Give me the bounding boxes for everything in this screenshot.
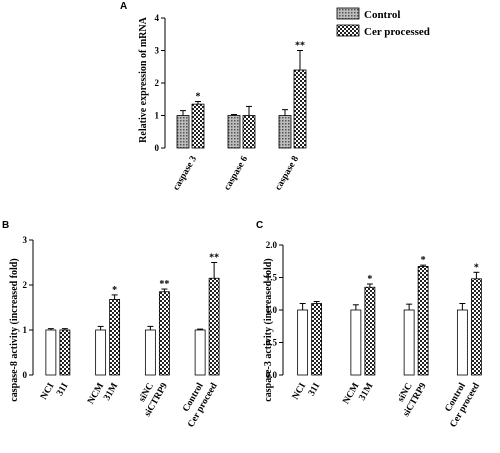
y-tick-label: 1.0: [266, 305, 278, 315]
bar-control: [227, 115, 241, 149]
chart-a-legend: Control Cer processed: [336, 7, 430, 38]
y-tick-label: 3: [155, 46, 160, 56]
chart-b: caspase-8 activity (increased fold) 0 1 2 3…: [9, 235, 220, 429]
y-tick-label: 0.0: [266, 370, 278, 380]
legend-swatch-cer-processed: [336, 24, 360, 37]
y-tick-label: 3: [23, 235, 28, 245]
y-tick-label: 2: [155, 78, 160, 88]
bar-check: [470, 278, 482, 376]
panel-letter-a: A: [120, 1, 127, 12]
significance-marker: *: [367, 274, 372, 285]
y-tick-label: 1: [23, 325, 28, 335]
category-label: caspase 6: [223, 154, 251, 192]
legend-swatch-control: [336, 7, 360, 20]
panel-letter-c: C: [256, 220, 263, 231]
significance-marker: **: [159, 279, 169, 290]
y-tick-label: 0: [155, 143, 160, 153]
significance-marker: *: [474, 262, 479, 273]
chart-b-ylabel: caspase-8 activity (increased fold): [9, 258, 20, 401]
bar-check: [417, 266, 429, 376]
significance-marker: **: [295, 41, 305, 52]
category-label: 31I: [307, 381, 322, 398]
bar-cer-processed: [191, 103, 205, 149]
category-label: caspase 3: [172, 154, 200, 192]
bar-solid: [144, 329, 156, 376]
bar-check: [311, 303, 323, 376]
y-tick-label: 0.5: [266, 338, 278, 348]
bar-solid: [45, 329, 57, 376]
bar-control: [278, 115, 292, 149]
significance-marker: *: [112, 285, 117, 296]
bar-check: [158, 291, 170, 376]
category-label: NCM: [86, 381, 106, 406]
category-label: 31M: [102, 381, 120, 402]
bar-cer-processed: [293, 69, 307, 149]
bar-check: [109, 298, 121, 376]
y-tick-label: 2.0: [266, 240, 278, 250]
category-label: 31M: [358, 381, 376, 402]
bar-control: [176, 115, 190, 149]
bar-solid: [350, 309, 362, 376]
y-tick-label: 2: [23, 280, 28, 290]
chart-a: Relative expression of mRNA Control Cer …: [138, 7, 430, 192]
bar-solid: [297, 309, 309, 376]
y-tick-label: 0: [23, 370, 28, 380]
panel-letter-b: B: [2, 220, 9, 231]
bar-check: [364, 286, 376, 376]
bar-solid: [194, 329, 206, 376]
chart-c: caspase-3 activity (increased fold) 0.0 0…: [263, 240, 482, 429]
category-label: NCM: [341, 381, 361, 406]
bar-check: [59, 329, 71, 376]
significance-marker: *: [196, 92, 201, 103]
y-tick-label: 1.5: [266, 273, 278, 283]
y-tick-label: 4: [155, 13, 160, 23]
significance-marker: **: [209, 253, 219, 264]
legend-label-cer-processed: Cer processed: [364, 26, 430, 38]
y-tick-label: 1: [155, 111, 160, 121]
significance-marker: *: [421, 255, 426, 266]
bar-solid: [456, 309, 468, 376]
category-label: 31I: [55, 381, 70, 398]
legend-label-control: Control: [364, 9, 400, 21]
category-label: NCI: [291, 381, 309, 401]
category-label: caspase 8: [274, 154, 302, 192]
category-label: NCI: [39, 381, 57, 401]
bar-solid: [95, 329, 107, 376]
chart-a-ylabel: Relative expression of mRNA: [138, 16, 149, 142]
bar-solid: [403, 309, 415, 376]
chart-c-ylabel: caspase-3 activity (increased fold): [263, 258, 274, 401]
bar-check: [208, 277, 220, 376]
bar-cer-processed: [242, 115, 256, 149]
